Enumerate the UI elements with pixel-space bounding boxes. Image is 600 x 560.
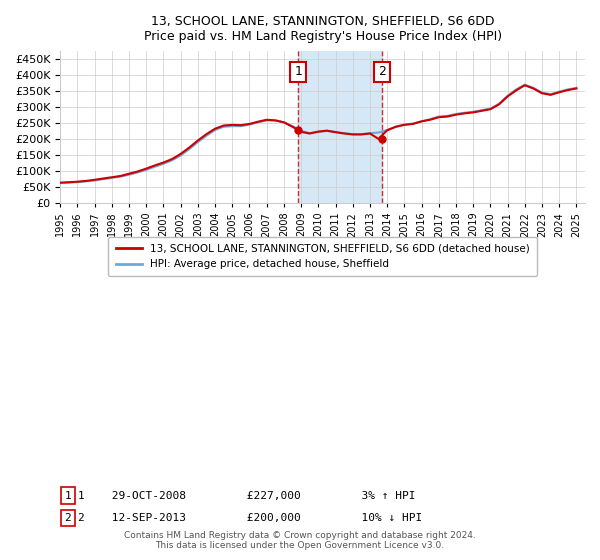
Text: 1: 1 — [64, 491, 71, 501]
Text: 2: 2 — [378, 66, 386, 78]
Title: 13, SCHOOL LANE, STANNINGTON, SHEFFIELD, S6 6DD
Price paid vs. HM Land Registry': 13, SCHOOL LANE, STANNINGTON, SHEFFIELD,… — [143, 15, 502, 43]
Text: 1    29-OCT-2008         £227,000         3% ↑ HPI: 1 29-OCT-2008 £227,000 3% ↑ HPI — [78, 491, 415, 501]
Text: 2: 2 — [64, 513, 71, 523]
Text: 2    12-SEP-2013         £200,000         10% ↓ HPI: 2 12-SEP-2013 £200,000 10% ↓ HPI — [78, 513, 422, 523]
Text: 1: 1 — [294, 66, 302, 78]
Bar — [298, 51, 382, 203]
Legend: 13, SCHOOL LANE, STANNINGTON, SHEFFIELD, S6 6DD (detached house), HPI: Average p: 13, SCHOOL LANE, STANNINGTON, SHEFFIELD,… — [108, 237, 537, 277]
Text: Contains HM Land Registry data © Crown copyright and database right 2024.
This d: Contains HM Land Registry data © Crown c… — [124, 530, 476, 550]
